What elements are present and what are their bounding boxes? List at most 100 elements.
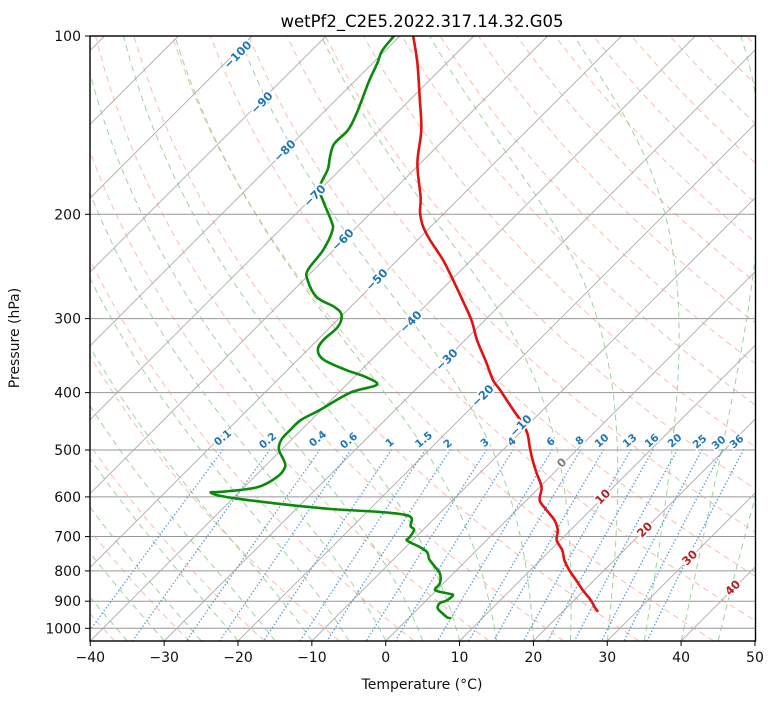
- isotherm-line: [90, 36, 475, 421]
- isotherm-label: 0: [554, 455, 570, 471]
- moist-adiabat: [717, 493, 756, 641]
- mixing-ratio-label: 0.1: [212, 427, 234, 448]
- dry-adiabat: [248, 36, 756, 577]
- x-tick-label: −20: [223, 650, 253, 666]
- mixing-ratio-label: 16: [643, 432, 662, 451]
- mixing-ratio-line: [365, 449, 488, 641]
- isotherm-label: 10: [592, 486, 613, 507]
- dry-adiabat: [95, 36, 565, 641]
- mixing-ratio-line: [90, 449, 224, 632]
- mixing-ratio-label: 10: [593, 432, 612, 451]
- mixing-ratio-line: [573, 449, 678, 641]
- mixing-ratio-line: [547, 449, 654, 641]
- isotherm-label: −20: [469, 382, 497, 410]
- dry-adiabat: [401, 36, 756, 406]
- dry-adiabat: [554, 36, 756, 243]
- isotherm-line: [459, 344, 756, 641]
- dry-adiabat: [286, 36, 756, 534]
- dry-adiabat: [171, 36, 714, 641]
- mixing-ratio-line: [394, 449, 514, 641]
- mixing-ratio-line: [600, 449, 703, 641]
- y-tick-label: 900: [54, 594, 81, 610]
- moist-adiabat: [90, 596, 128, 641]
- isotherm-label: −40: [397, 308, 425, 336]
- isotherm-label: −50: [363, 266, 391, 294]
- y-tick-label: 400: [54, 386, 81, 402]
- y-axis-label: Pressure (hPa): [7, 288, 23, 388]
- moist-adiabat: [238, 36, 534, 641]
- mixing-ratio-line: [185, 449, 321, 641]
- isotherm-label: −90: [248, 89, 276, 117]
- mixing-ratio-line: [623, 449, 724, 641]
- x-axis-label: Temperature (°C): [361, 677, 483, 693]
- moist-adiabat: [90, 71, 424, 641]
- plot-frame: [89, 35, 757, 642]
- isotherm-line: [237, 122, 756, 641]
- moist-adiabat: [90, 404, 276, 641]
- mixing-ratio-label: 20: [666, 432, 685, 451]
- dry-adiabat: [90, 444, 265, 641]
- contour-labels: −100−90−80−70−60−50−40−30−20−10010203040…: [210, 36, 748, 600]
- dry-adiabat: [592, 36, 756, 204]
- x-tick-label: −10: [297, 650, 327, 666]
- mixing-ratio-label: 13: [621, 432, 640, 451]
- axis-ticks: −40 −30 −20 −10 0 10 20 30 40 5010020030040050060…: [45, 29, 764, 666]
- moist-adiabat: [754, 637, 756, 641]
- isotherm-label: 40: [722, 577, 743, 598]
- sounding-profiles: [209, 36, 599, 620]
- isotherm-line: [90, 36, 327, 273]
- moist-adiabat: [429, 36, 619, 641]
- mixing-ratio-label: 2: [441, 437, 454, 451]
- mixing-ratio-line: [299, 449, 426, 641]
- mixing-ratio-line: [218, 449, 352, 641]
- isotherm-line: [533, 418, 756, 641]
- isotherm-line: [90, 36, 401, 347]
- dry-adiabat: [133, 36, 640, 641]
- moist-adiabat: [123, 36, 461, 641]
- dry-adiabat: [324, 36, 756, 490]
- isotherm-line: [163, 49, 756, 641]
- dry-adiabat: [477, 36, 756, 324]
- dry-adiabat: [90, 149, 490, 641]
- mixing-ratio-label: 25: [691, 433, 710, 452]
- y-tick-label: 1000: [45, 621, 81, 637]
- moist-adiabat: [573, 36, 680, 641]
- mixing-ratio-label: 0.4: [307, 428, 329, 449]
- dry-adiabat: [90, 258, 415, 641]
- x-tick-label: −30: [149, 650, 179, 666]
- dry-adiabat: [209, 36, 756, 622]
- dewpoint-profile-line: [209, 36, 455, 620]
- isotherm-line: [385, 270, 756, 641]
- isotherm-label: −100: [221, 38, 255, 72]
- temperature-profile-line: [411, 36, 599, 613]
- x-tick-label: 10: [451, 650, 469, 666]
- isotherm-line: [90, 36, 622, 569]
- dry-adiabat: [745, 36, 756, 46]
- mixing-ratio-line: [262, 449, 393, 641]
- moist-adiabat: [90, 506, 202, 641]
- x-tick-label: 0: [381, 650, 390, 666]
- moist-adiabat: [680, 36, 756, 641]
- y-tick-label: 200: [54, 207, 81, 223]
- mixing-ratio-label: 8: [573, 434, 586, 448]
- mixing-ratio-line: [646, 449, 745, 641]
- isotherm-label: −30: [433, 346, 461, 374]
- mixing-ratio-label: 6: [544, 435, 557, 449]
- moist-adiabat: [90, 345, 313, 641]
- chart-title: wetPf2_C2E5.2022.317.14.32.G05: [280, 12, 563, 32]
- moist-adiabat: [90, 457, 239, 641]
- moist-adiabat: [320, 36, 572, 641]
- x-tick-label: 20: [524, 650, 542, 666]
- x-tick-label: −40: [76, 650, 106, 666]
- mixing-ratio-line: [436, 449, 553, 641]
- dry-adiabat: [516, 36, 756, 284]
- isotherm-line: [311, 196, 756, 641]
- isotherm-line: [90, 36, 548, 495]
- x-tick-label: 30: [598, 650, 616, 666]
- mixing-ratio-line: [326, 449, 451, 641]
- x-tick-label: 50: [746, 650, 764, 666]
- mixing-ratio-label: 36: [728, 433, 747, 452]
- x-tick-label: 40: [672, 650, 690, 666]
